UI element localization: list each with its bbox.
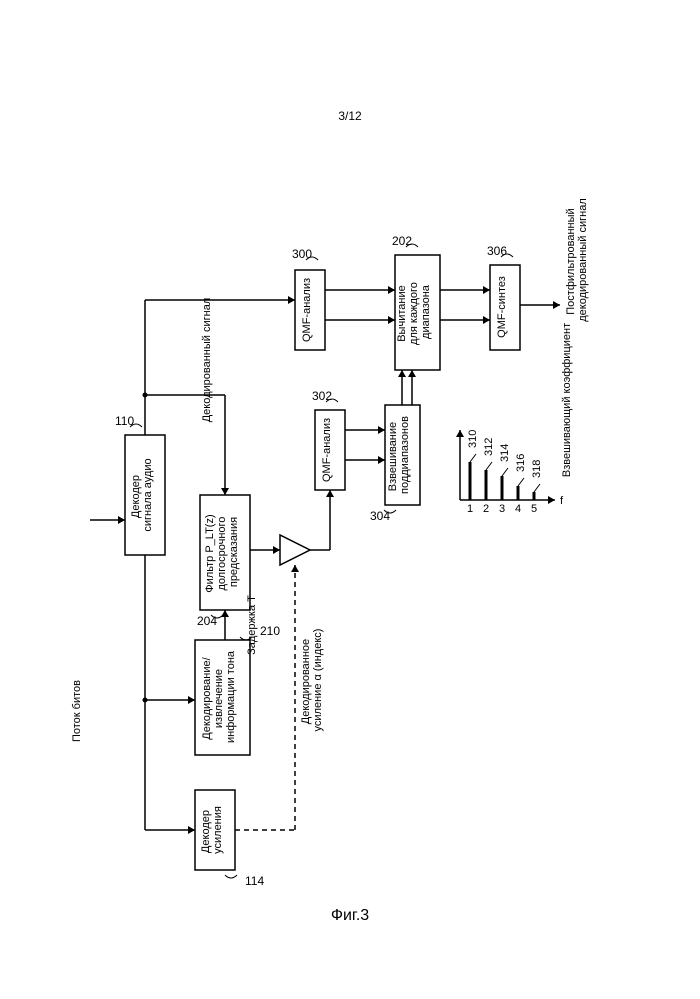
block-210: Декодирование/ извлечение информации тон… [195,640,250,755]
ref-302: 302 [312,389,332,403]
gain-amplifier [280,535,310,565]
arrowhead [288,296,295,304]
svg-text:5: 5 [531,503,537,515]
block-302: QMF-анализ [315,410,345,490]
weighting-coef-label: Взвешивающий коэффициент [561,323,573,477]
figure-caption: Фиг.3 [331,907,369,924]
decoded-gain-label: Декодированное усиление α (индекс) [300,629,324,732]
svg-text:f: f [560,495,564,507]
svg-text:316: 316 [515,454,527,472]
svg-text:Декодер усиления: Декодер усиления [200,806,224,854]
svg-text:Декодирование/ извлечени: Декодирование/ извлечение информации тон… [201,650,237,743]
svg-text:Фильтр P_LT(z) долгосроч: Фильтр P_LT(z) долгосрочного предсказани… [204,511,240,592]
svg-text:312: 312 [483,438,495,456]
block-diagram: 3/12 Поток битов Декодер сигнала аудио 1… [0,0,700,999]
page-header: 3/12 [338,109,362,123]
input-label: Поток битов [71,680,83,742]
block-304: Взвешивание поддиапазонов [385,405,420,505]
block-114: Декодер усиления [195,790,235,870]
svg-text:1: 1 [467,503,473,515]
arrowhead [118,516,125,524]
block-204: Фильтр P_LT(z) долгосрочного предсказани… [200,495,250,610]
ref-114: 114 [245,874,264,888]
bar [501,476,504,500]
svg-text:QMF-анализ: QMF-анализ [301,278,313,342]
output-label: Постфильтрованный декодированный сигнал [565,198,589,322]
bar [533,492,536,500]
svg-text:310: 310 [467,430,479,448]
bar [469,462,472,500]
ref-304: 304 [370,509,390,523]
ref-300: 300 [292,247,312,261]
svg-text:318: 318 [531,460,543,478]
block-306: QMF-синтез [490,265,520,350]
ref-202: 202 [392,234,412,248]
block-300: QMF-анализ [295,270,325,350]
ref-306: 306 [487,244,507,258]
arrowhead [221,488,229,495]
svg-text:4: 4 [515,503,521,515]
block-202: Вычитание для каждого диапазона [395,255,440,370]
svg-text:Вычитание для каждого: Вычитание для каждого диапазона [396,279,432,345]
svg-text:QMF-синтез: QMF-синтез [496,276,508,338]
decoded-signal-label: Декодированный сигнал [201,298,213,423]
ref-210: 210 [260,624,280,638]
svg-text:3: 3 [499,503,505,515]
svg-text:Декодер сигнала аудио: Декодер сигнала аудио [130,458,154,531]
svg-text:2: 2 [483,503,489,515]
ref-204: 204 [197,614,217,628]
block-110: Декодер сигнала аудио [125,435,165,555]
svg-text:Взвешивание поддиапазоно: Взвешивание поддиапазонов [387,416,411,494]
delay-label: Задержка T [246,595,258,655]
weighting-chart: Взвешивающий коэффициент f 3103123143163… [456,323,573,515]
svg-text:QMF-анализ: QMF-анализ [321,418,333,482]
svg-text:314: 314 [499,444,511,462]
bar [485,470,488,500]
bar [517,486,520,500]
